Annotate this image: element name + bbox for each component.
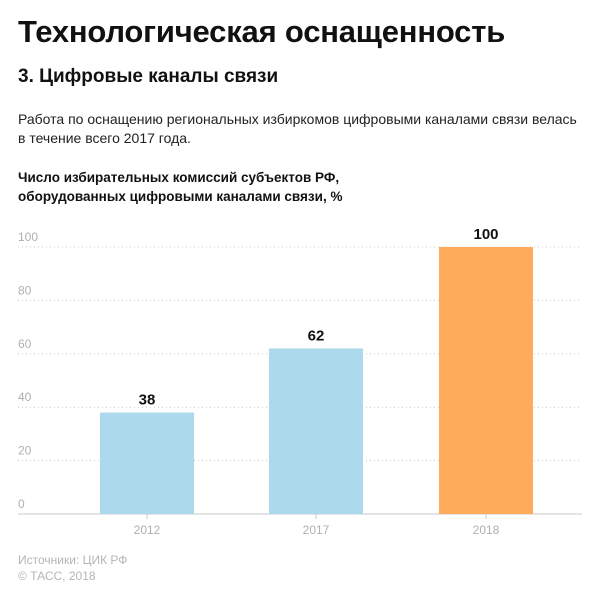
bar-2018 [439, 247, 533, 514]
x-tick-label: 2018 [473, 523, 500, 537]
description-text: Работа по оснащению региональных избирко… [18, 111, 577, 146]
y-tick-label: 100 [18, 230, 38, 244]
bar-value-label: 38 [139, 392, 156, 409]
x-tick-label: 2017 [303, 523, 330, 537]
bar-value-label: 100 [473, 226, 498, 243]
x-tick-label: 2012 [134, 523, 161, 537]
chart-title: Число избирательных комиссий субъектов Р… [18, 168, 518, 206]
chart-title-line-2: оборудованных цифровыми каналами связи, … [18, 189, 343, 204]
y-tick-label: 40 [18, 390, 32, 404]
copyright-text: © ТАСС, 2018 [18, 569, 96, 583]
y-tick-label: 60 [18, 337, 32, 351]
bar-value-label: 62 [308, 327, 325, 344]
y-tick-label: 80 [18, 283, 32, 297]
footer: Источники: ЦИК РФ © ТАСС, 2018 [18, 552, 127, 584]
section-title: 3. Цифровые каналы связи [18, 66, 279, 87]
sources-text: Источники: ЦИК РФ [18, 553, 128, 567]
page-title: Технологическая оснащенность [18, 14, 506, 49]
bar-2017 [269, 348, 363, 514]
y-tick-label: 0 [18, 497, 25, 511]
y-tick-label: 20 [18, 444, 32, 458]
bar-2012 [100, 412, 194, 514]
chart-title-line-1: Число избирательных комиссий субъектов Р… [18, 170, 340, 185]
